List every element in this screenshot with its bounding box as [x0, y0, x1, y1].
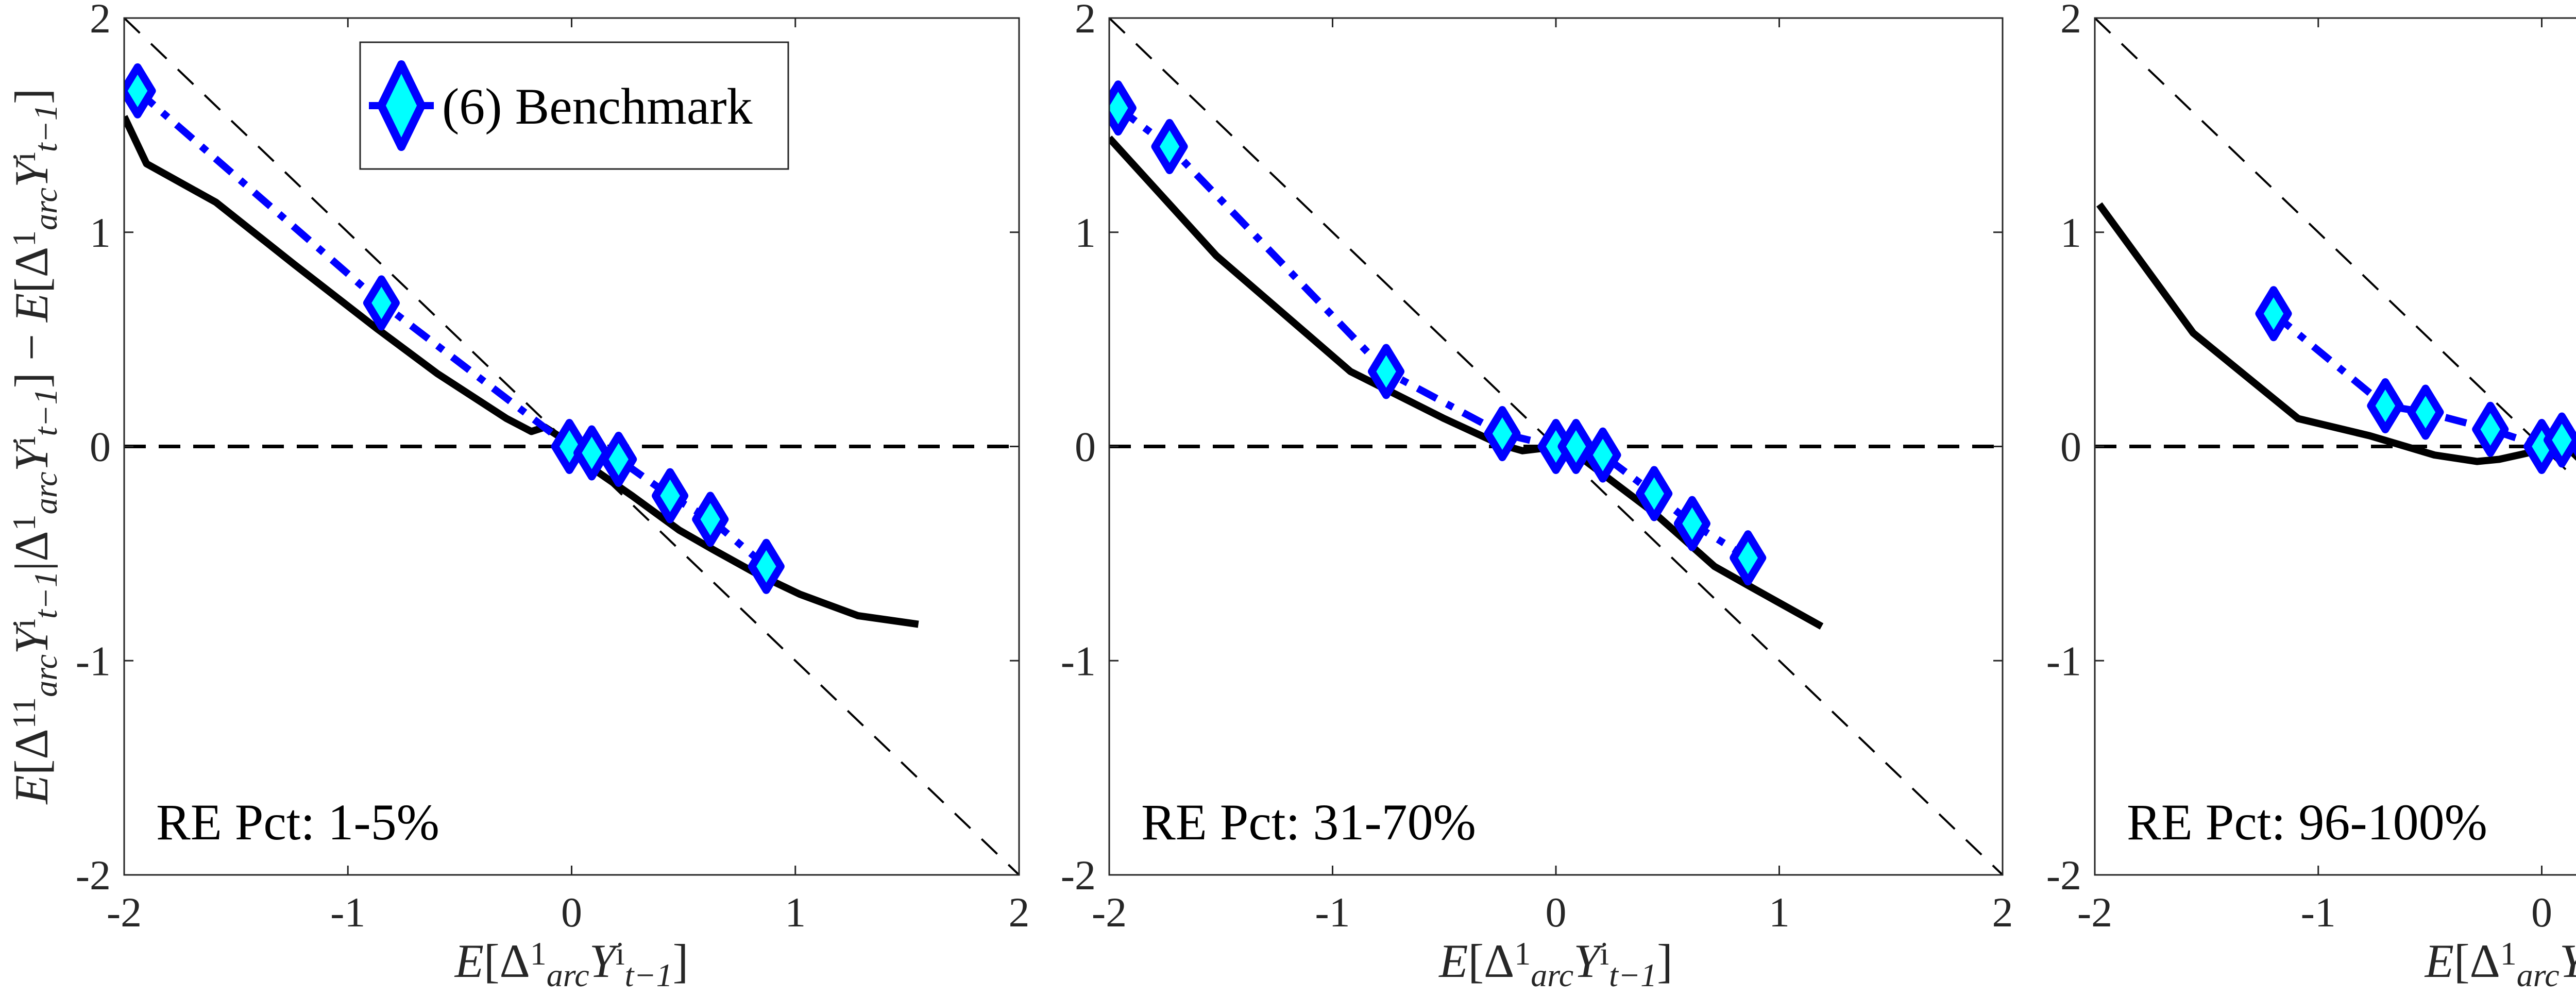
diamond-marker-icon [363, 275, 400, 331]
benchmark-markers [2255, 286, 2576, 474]
x-tick-label: 1 [1769, 889, 1790, 936]
benchmark-markers [124, 63, 785, 594]
diamond-marker-icon [1557, 419, 1595, 474]
y-tick-label: -1 [76, 637, 111, 684]
y-tick-label: 0 [1075, 424, 1096, 470]
diamond-marker-icon [600, 431, 637, 487]
x-tick-label: -1 [1315, 889, 1350, 936]
y-axis-label: E[Δ11arcYit−1|Δ1arcYit−1] − E[Δ1arcYit−1… [5, 89, 64, 805]
y-tick-label: 1 [2060, 209, 2081, 256]
diamond-marker-icon [2367, 378, 2404, 434]
x-tick-label: 1 [785, 889, 806, 936]
x-tick-label: 0 [2531, 889, 2552, 936]
y-tick-label: 2 [1075, 0, 1096, 42]
panel-annotation: RE Pct: 1-5% [156, 793, 439, 851]
diamond-marker-icon [2255, 286, 2292, 342]
y-tick-label: -1 [1061, 637, 1096, 684]
diamond-marker-icon [652, 468, 689, 523]
legend: (6) Benchmark [359, 41, 789, 170]
model-line [1109, 136, 1824, 630]
diamond-icon [377, 60, 426, 151]
y-tick-label: 1 [90, 209, 111, 256]
diamond-marker-icon [1484, 406, 1521, 462]
x-axis-label: E[Δ1arcYit−1] [2424, 935, 2576, 993]
x-tick-label: -2 [2077, 889, 2112, 936]
x-tick-label: 2 [1009, 889, 1030, 936]
diamond-marker-icon [2407, 384, 2444, 440]
45-degree-line [124, 18, 1019, 875]
diamond-marker-icon [1368, 344, 1405, 399]
y-tick-label: -1 [2046, 637, 2081, 684]
45-degree-line [2095, 18, 2576, 481]
diamond-marker-icon [124, 63, 156, 119]
panel-1: -2 -1 0 1 2 -2 -1 0 1 2 RE Pct: 1-5% E[Δ1arcYit−1] [76, 0, 1030, 993]
plot-area [124, 18, 1019, 875]
diamond-marker-icon [692, 492, 729, 547]
diamond-marker-icon [1673, 496, 1710, 551]
x-tick-label: -1 [330, 889, 365, 936]
x-axis-label: E[Δ1arcYit−1] [454, 935, 689, 993]
y-tick-label: -2 [2046, 852, 2081, 899]
panel-2: -2 -1 0 1 2 -2 -1 0 1 2 RE Pct: 31-70% E[Δ1arcYit−1… [1061, 0, 2013, 993]
y-tick-label: -2 [1061, 852, 1096, 899]
diamond-marker-icon [573, 425, 611, 481]
y-tick-label: -2 [76, 852, 111, 899]
diamond-marker-icon [1636, 466, 1673, 521]
y-tick-label: 1 [1075, 209, 1096, 256]
diamond-marker-icon [748, 538, 785, 594]
y-tick-label: 2 [90, 0, 111, 42]
diamond-marker-icon [1109, 80, 1137, 136]
ticks: -2 -1 0 1 2 -2 -1 0 1 2 [76, 0, 1030, 936]
plot-area [2095, 18, 2576, 481]
legend-label: (6) Benchmark [442, 78, 753, 135]
x-tick-label: -1 [2301, 889, 2336, 936]
45-degree-line [1109, 18, 2003, 875]
panel-annotation: RE Pct: 31-70% [1141, 793, 1476, 851]
diamond-marker-icon [1730, 530, 1767, 586]
y-tick-label: 0 [2060, 424, 2081, 470]
x-tick-label: 0 [561, 889, 582, 936]
diamond-marker-icon [2570, 436, 2576, 457]
panel-annotation: RE Pct: 96-100% [2127, 793, 2487, 851]
benchmark-line [135, 88, 769, 569]
x-tick-label: 2 [1992, 889, 2013, 936]
diamond-marker-icon [2472, 401, 2509, 457]
y-tick-label: 0 [90, 424, 111, 470]
y-tick-label: 2 [2060, 0, 2081, 42]
model-line [124, 115, 919, 628]
plot-area [1109, 18, 2003, 875]
model-line [2096, 202, 2576, 465]
benchmark-markers [1109, 80, 1767, 586]
diamond-marker-icon [2544, 412, 2576, 468]
x-tick-label: -2 [107, 889, 142, 936]
ticks: -2 -1 0 1 2 -2 -1 0 1 2 [1061, 0, 2013, 936]
x-tick-label: -2 [1092, 889, 1127, 936]
x-tick-label: 0 [1546, 889, 1567, 936]
diamond-marker-icon [1151, 119, 1188, 174]
x-axis-label: E[Δ1arcYit−1] [1438, 935, 1673, 993]
diamond-marker-icon [1584, 427, 1621, 483]
